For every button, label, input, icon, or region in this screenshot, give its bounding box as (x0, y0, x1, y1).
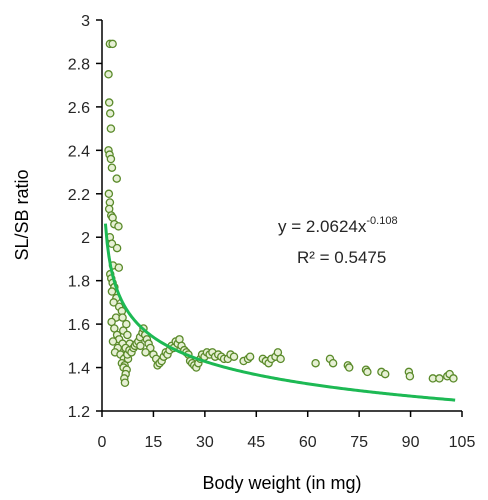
x-tick-label: 30 (196, 434, 214, 451)
data-point (114, 222, 123, 231)
data-point (104, 70, 113, 79)
x-tick-label: 75 (350, 434, 368, 451)
data-point (107, 287, 117, 296)
y-axis-ticks: 1.2 1.4 1.6 1.8 2 2.2 2.4 2.6 2.8 3 (68, 13, 102, 421)
trendline-exponent: -0.108 (366, 215, 397, 227)
x-tick-label: 105 (449, 434, 476, 451)
data-point (106, 124, 116, 133)
y-tick-label: 1.8 (68, 274, 90, 291)
y-tick-label: 1.4 (68, 361, 90, 378)
y-tick-label: 2.2 (68, 187, 90, 204)
y-tick-label: 1.6 (68, 317, 90, 334)
data-point (276, 354, 285, 364)
data-point (363, 367, 372, 377)
data-point (105, 109, 115, 118)
data-point (109, 298, 118, 307)
trendline-equation: y = 2.0624x-0.108 (278, 215, 398, 236)
y-tick-label: 2.6 (68, 100, 90, 117)
data-point (380, 369, 390, 379)
x-axis-ticks: 0 15 30 45 60 75 90 105 (98, 411, 476, 451)
data-point (449, 374, 458, 383)
data-point (106, 154, 116, 164)
data-point (108, 39, 117, 49)
data-point (229, 352, 239, 361)
x-tick-label: 60 (299, 434, 317, 451)
x-axis-title: Body weight (in mg) (202, 473, 361, 493)
x-tick-label: 15 (145, 434, 163, 451)
y-tick-label: 2.4 (68, 143, 90, 160)
data-points (104, 39, 458, 388)
data-point (118, 313, 127, 322)
data-point (141, 348, 150, 357)
y-tick-label: 2.8 (68, 56, 90, 73)
data-point (120, 378, 130, 388)
data-point (108, 337, 118, 346)
data-point (435, 374, 444, 383)
data-point (405, 371, 415, 381)
data-point (344, 363, 354, 372)
data-point (104, 98, 114, 107)
trendline-r-squared: R² = 0.5475 (297, 248, 386, 267)
y-axis-title: SL/SB ratio (12, 169, 32, 260)
data-point (104, 189, 114, 199)
data-point (328, 358, 338, 368)
data-point (123, 330, 132, 340)
data-point (245, 352, 255, 361)
data-point (112, 174, 121, 183)
data-point (136, 341, 145, 351)
x-tick-label: 0 (98, 434, 107, 451)
data-point (311, 358, 320, 368)
y-tick-label: 3 (81, 13, 90, 30)
power-trendline (103, 223, 456, 402)
y-tick-label: 1.2 (68, 404, 90, 421)
y-tick-label: 2 (81, 230, 90, 247)
x-tick-label: 90 (402, 434, 420, 451)
data-point (107, 163, 117, 172)
x-tick-label: 45 (247, 434, 265, 451)
data-point (114, 263, 124, 272)
data-point (112, 243, 122, 253)
